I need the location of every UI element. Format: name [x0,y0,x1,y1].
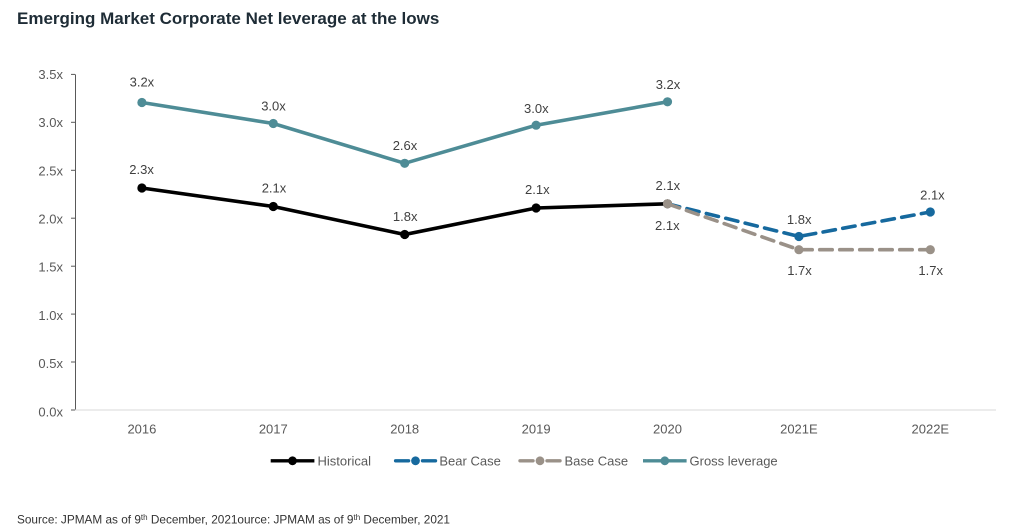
svg-text:3.0x: 3.0x [38,115,63,130]
svg-text:Gross leverage: Gross leverage [690,453,778,468]
svg-text:2018: 2018 [390,422,419,437]
svg-text:2.1x: 2.1x [262,181,287,196]
svg-text:1.5x: 1.5x [38,260,63,275]
svg-text:2019: 2019 [522,422,551,437]
svg-text:1.8x: 1.8x [787,212,812,227]
svg-text:2.5x: 2.5x [38,163,63,178]
svg-text:0.0x: 0.0x [38,404,63,419]
svg-text:2016: 2016 [127,422,156,437]
svg-text:1.8x: 1.8x [393,209,418,224]
svg-text:2.3x: 2.3x [129,162,154,177]
svg-text:2020: 2020 [653,422,682,437]
svg-text:1.0x: 1.0x [38,308,63,323]
svg-text:3.0x: 3.0x [261,99,286,114]
svg-text:2021E: 2021E [780,422,818,437]
svg-text:1.7x: 1.7x [787,263,812,278]
svg-text:3.0x: 3.0x [524,101,549,116]
svg-text:3.2x: 3.2x [656,77,681,92]
svg-text:3.5x: 3.5x [38,67,63,82]
svg-text:2.1x: 2.1x [655,218,680,233]
svg-text:Source: JPMAM as of 9th Decemb: Source: JPMAM as of 9th December, 2021ou… [17,513,450,527]
svg-text:1.7x: 1.7x [918,263,943,278]
svg-text:2.0x: 2.0x [38,212,63,227]
svg-text:2.1x: 2.1x [656,178,681,193]
svg-text:Bear Case: Bear Case [439,453,500,468]
svg-text:2.1x: 2.1x [525,182,550,197]
svg-text:3.2x: 3.2x [130,74,155,89]
svg-text:0.5x: 0.5x [38,356,63,371]
svg-text:2022E: 2022E [912,422,950,437]
svg-text:2.6x: 2.6x [393,138,418,153]
svg-text:2017: 2017 [259,422,288,437]
svg-text:Emerging Market Corporate Net: Emerging Market Corporate Net leverage a… [17,9,439,28]
svg-text:Historical: Historical [318,453,372,468]
svg-text:2.1x: 2.1x [920,187,945,202]
svg-text:Base Case: Base Case [565,453,629,468]
